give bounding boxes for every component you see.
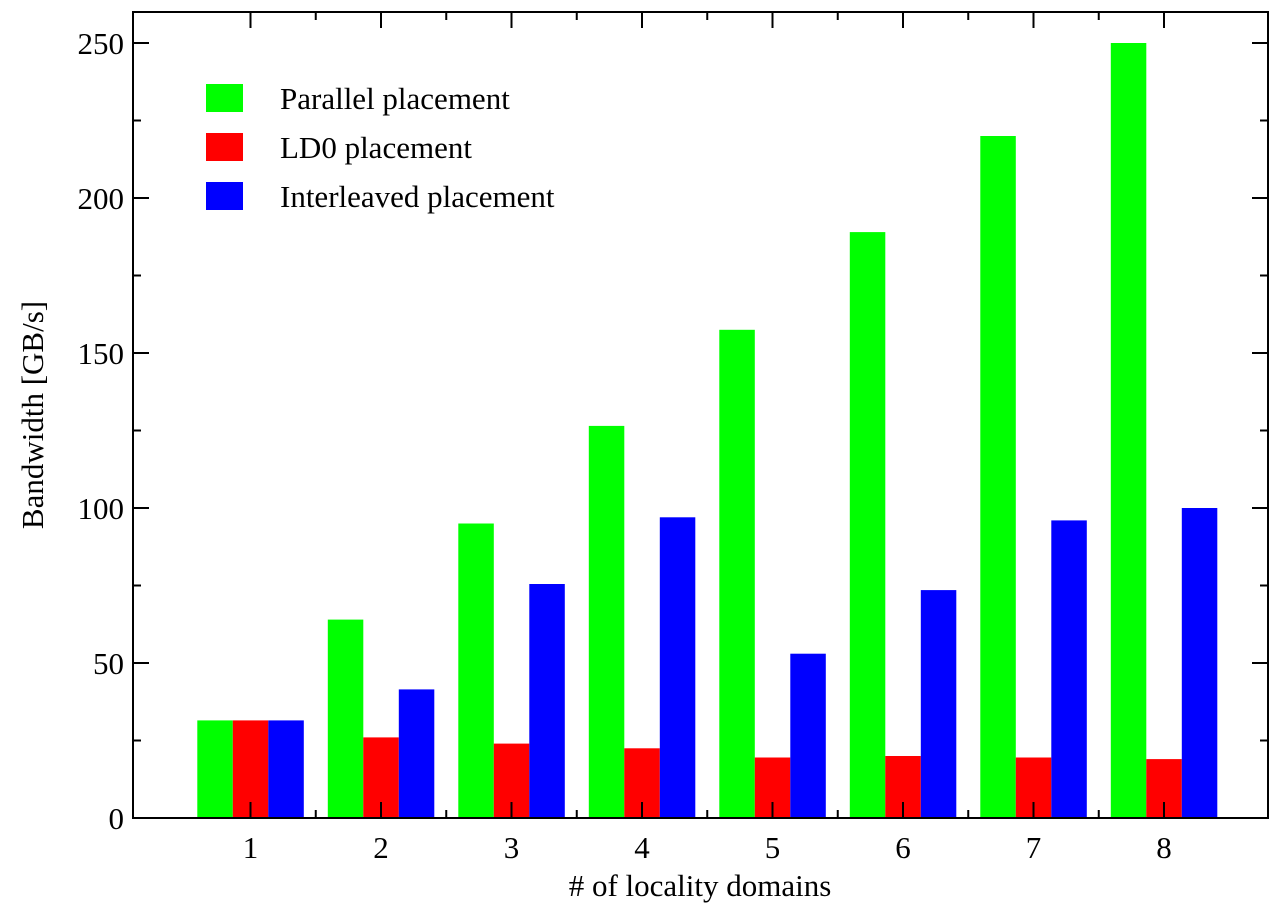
bar-group xyxy=(197,43,1218,819)
bar-parallel-placement-1 xyxy=(197,720,233,818)
bar-interleaved-placement-2 xyxy=(398,689,435,818)
x-axis-title: # of locality domains xyxy=(569,868,832,903)
y-tick-label: 0 xyxy=(109,801,125,836)
bar-parallel-placement-4 xyxy=(588,425,625,818)
bar-interleaved-placement-6 xyxy=(920,590,957,818)
x-tick-labels: 1 2 3 4 5 6 7 8 xyxy=(243,830,1172,865)
bar-parallel-placement-8 xyxy=(1110,43,1147,818)
legend: Parallel placement LD0 placement Interleav… xyxy=(206,81,555,214)
bar-parallel-placement-6 xyxy=(849,232,886,819)
y-tick-labels: 0 50 100 150 200 250 xyxy=(78,26,125,836)
y-tick-label: 200 xyxy=(78,181,125,216)
x-tick-label: 3 xyxy=(504,830,520,865)
legend-label: Interleaved placement xyxy=(280,179,555,214)
legend-swatch xyxy=(206,84,243,112)
bar-parallel-placement-5 xyxy=(719,329,755,818)
bar-parallel-placement-3 xyxy=(458,523,494,818)
bar-interleaved-placement-7 xyxy=(1051,520,1087,818)
x-tick-label: 5 xyxy=(765,830,781,865)
y-tick-label: 250 xyxy=(78,26,125,61)
x-tick-label: 8 xyxy=(1156,830,1172,865)
bar-interleaved-placement-8 xyxy=(1181,508,1218,818)
y-tick-label: 150 xyxy=(78,336,125,371)
y-tick-label: 50 xyxy=(93,646,124,681)
legend-swatch xyxy=(206,182,243,210)
x-tick-label: 7 xyxy=(1026,830,1042,865)
y-axis-title: Bandwidth [GB/s] xyxy=(15,301,50,529)
plot-frame xyxy=(132,11,1269,819)
bar-interleaved-placement-3 xyxy=(529,584,565,818)
legend-label: LD0 placement xyxy=(280,130,472,165)
bar-interleaved-placement-1 xyxy=(268,720,304,818)
x-tick-label: 6 xyxy=(895,830,911,865)
bar-interleaved-placement-5 xyxy=(790,653,826,818)
x-tick-label: 1 xyxy=(243,830,259,865)
x-tick-label: 2 xyxy=(373,830,389,865)
bar-interleaved-placement-4 xyxy=(659,517,696,818)
bar-parallel-placement-7 xyxy=(980,136,1016,818)
legend-swatch xyxy=(206,133,243,161)
x-tick-label: 4 xyxy=(634,830,650,865)
axis-ticks xyxy=(133,12,1268,819)
bar-parallel-placement-2 xyxy=(327,619,364,818)
bar-ld0-placement-1 xyxy=(232,720,269,818)
y-tick-label: 100 xyxy=(78,491,125,526)
legend-label: Parallel placement xyxy=(280,81,510,116)
